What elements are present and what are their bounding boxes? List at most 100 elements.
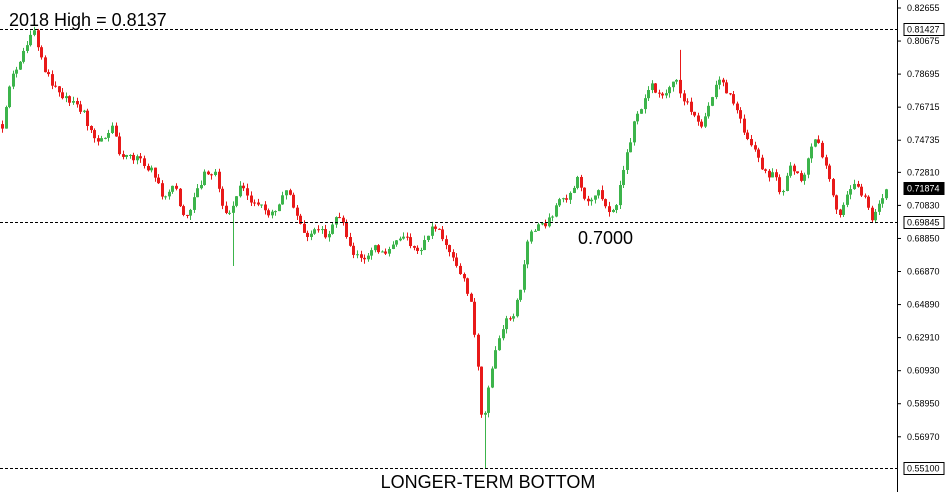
candle-up: [335, 217, 338, 225]
candle-down: [47, 72, 50, 75]
candle-down: [658, 92, 661, 94]
candle-up: [356, 254, 359, 256]
candle-down: [68, 96, 71, 103]
candle-down: [37, 30, 40, 48]
candle-down: [448, 245, 451, 253]
candle-up: [193, 197, 196, 210]
candle-up: [665, 93, 668, 96]
candle-down: [736, 103, 739, 111]
candle-up: [541, 223, 544, 225]
annotation-longer-term-bottom: LONGER-TERM BOTTOM: [381, 472, 596, 492]
candle-down: [693, 111, 696, 116]
candle-up: [853, 183, 856, 190]
candle-down: [764, 169, 767, 171]
price-axis-tick-label: 0.60930: [907, 366, 940, 376]
candle-down: [54, 85, 57, 87]
candle-up: [260, 204, 263, 206]
candle-down: [725, 82, 728, 94]
candle-down: [79, 104, 82, 112]
candle-up: [431, 226, 434, 236]
candle-down: [143, 158, 146, 166]
candle-up: [718, 79, 721, 85]
candle-down: [757, 149, 760, 158]
candle-down: [338, 217, 341, 219]
candle-down: [793, 165, 796, 172]
candle-down: [157, 177, 160, 184]
candle-down: [44, 57, 47, 73]
candle-up: [381, 251, 384, 253]
candle-up: [328, 233, 331, 238]
candle-down: [864, 195, 867, 197]
price-axis: 0.82655 0.80675 0.78695 0.76715 0.74735 0.728…: [897, 3, 940, 442]
candle-down: [732, 94, 735, 104]
candle-up: [26, 45, 29, 51]
candle-up: [537, 224, 540, 231]
candle-up: [526, 241, 529, 265]
candle-down: [360, 254, 363, 258]
price-axis-tick-label: 0.62910: [907, 333, 940, 343]
candle-down: [253, 202, 256, 204]
candle-down: [477, 334, 480, 367]
candle-up: [370, 250, 373, 256]
candle-down: [601, 190, 604, 200]
candle-down: [509, 318, 512, 320]
candle-up: [619, 185, 622, 206]
candle-up: [423, 240, 426, 251]
candle-up: [125, 154, 128, 157]
level-lines-layer: [0, 29, 897, 469]
candle-down: [210, 174, 213, 176]
candle-down: [246, 188, 249, 196]
candle-up: [111, 125, 114, 134]
candle-down: [860, 186, 863, 196]
candle-up: [644, 98, 647, 110]
annotation-support-level: 0.7000: [578, 228, 633, 248]
candle-up: [310, 233, 313, 237]
level-price-box: [903, 216, 945, 229]
candle-up: [8, 86, 11, 108]
candle-up: [715, 84, 718, 98]
level-price-label: 0.81427: [907, 25, 940, 35]
candle-down: [825, 157, 828, 166]
candle-down: [470, 293, 473, 302]
candle-up: [594, 195, 597, 200]
price-axis-tick-label: 0.56970: [907, 432, 940, 442]
candle-up: [590, 199, 593, 202]
price-axis-tick-label: 0.66870: [907, 267, 940, 277]
candle-up: [612, 210, 615, 213]
candle-down: [242, 185, 245, 189]
candle-down: [179, 188, 182, 207]
candle-down: [434, 226, 437, 229]
level-price-box: [903, 462, 945, 475]
candle-down: [1, 124, 4, 129]
candle-down: [750, 139, 753, 146]
candle-down: [445, 239, 448, 246]
candle-up: [771, 172, 774, 178]
candle-down: [729, 93, 732, 95]
price-axis-tick-label: 0.82655: [907, 3, 940, 13]
price-axis-tick-label: 0.58950: [907, 399, 940, 409]
price-axis-tick-label: 0.68850: [907, 233, 940, 243]
candle-down: [139, 156, 142, 159]
level-price-boxes: 0.81427 0.71874 0.69845 0.55100: [903, 23, 945, 475]
candle-down: [463, 274, 466, 279]
candle-down: [377, 245, 380, 253]
candle-up: [164, 196, 167, 198]
candle-up: [551, 216, 554, 218]
candle-up: [285, 190, 288, 196]
candle-up: [505, 318, 508, 330]
candle-down: [296, 207, 299, 216]
candle-up: [367, 255, 370, 260]
candle-down: [828, 165, 831, 180]
candle-down: [466, 278, 469, 294]
candle-up: [523, 264, 526, 290]
price-axis-tick-label: 0.64890: [907, 300, 940, 310]
candle-down: [690, 101, 693, 112]
candle-down: [722, 79, 725, 83]
candle-down: [97, 138, 100, 142]
candle-up: [15, 69, 18, 74]
candle-up: [807, 158, 810, 175]
candle-up: [171, 185, 174, 192]
candle-up: [629, 142, 632, 153]
candle-up: [874, 211, 877, 221]
